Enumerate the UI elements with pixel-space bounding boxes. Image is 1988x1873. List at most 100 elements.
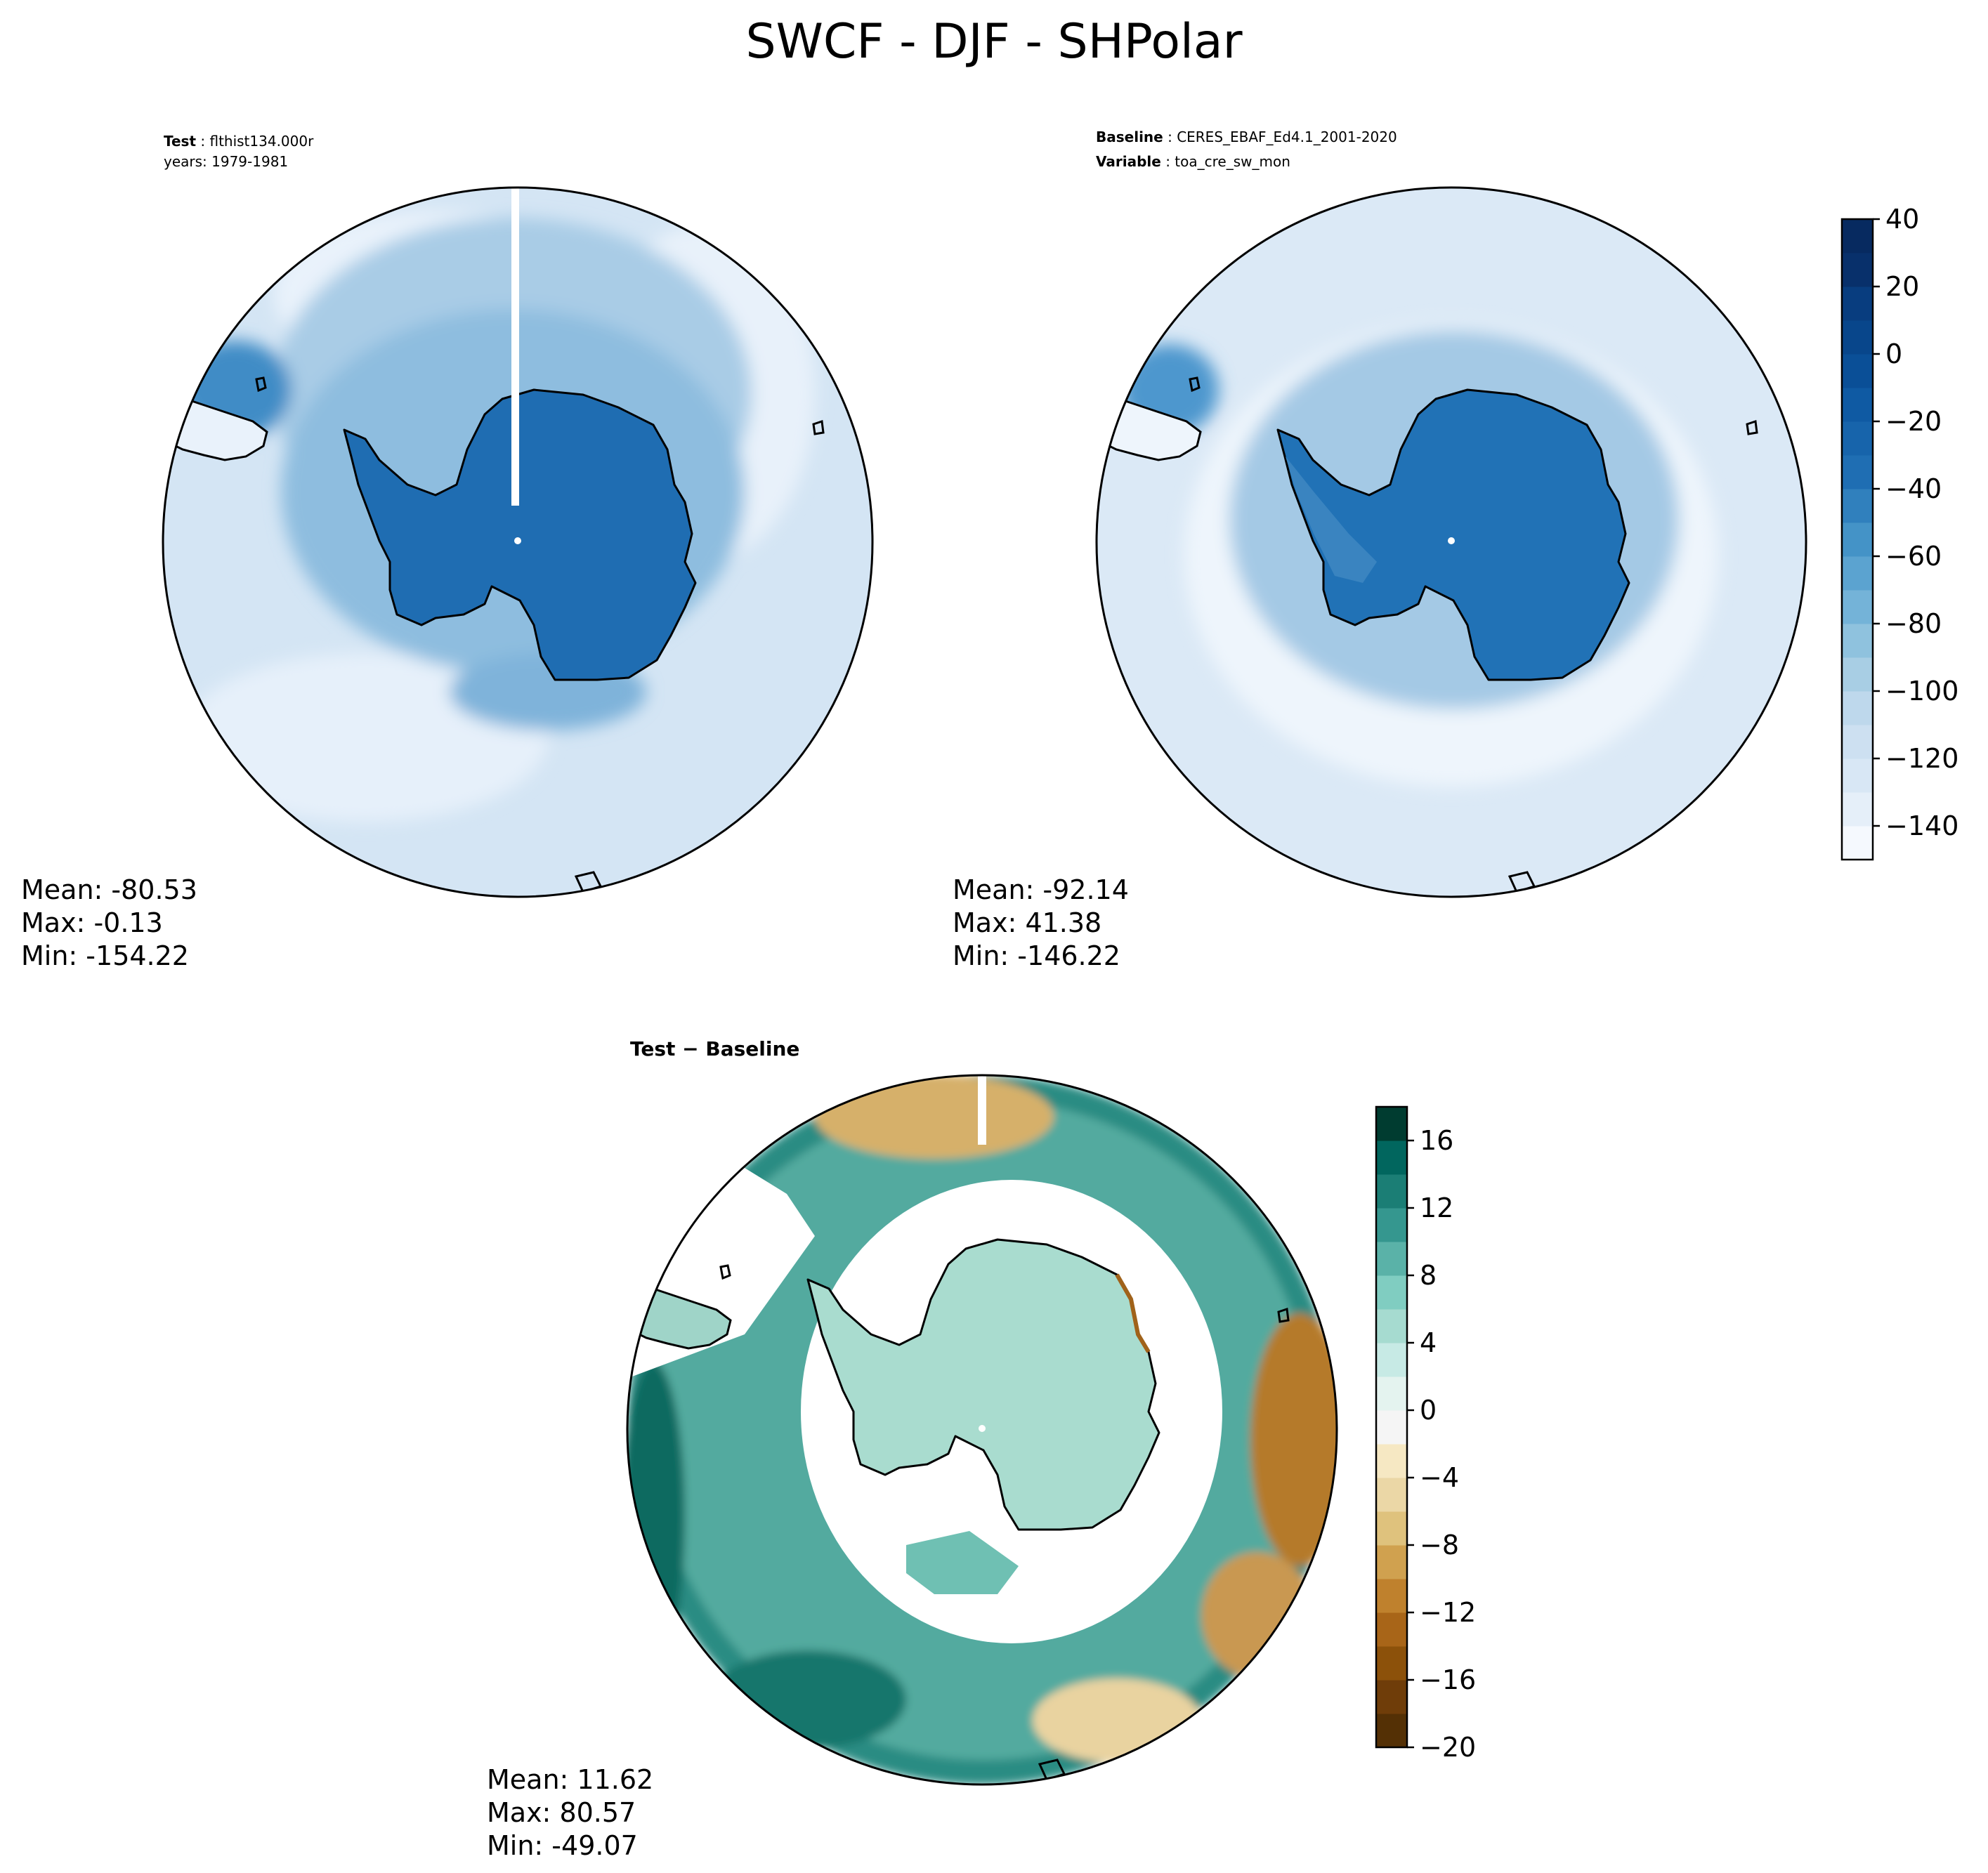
baseline-label-key: Baseline: [1096, 129, 1163, 145]
colorbar-test-baseline-swatch: [1842, 320, 1873, 355]
colorbar-difference: 16 12 8 4 0 −4 −8 −12 −16 −20: [1375, 1105, 1476, 1763]
colorbar-difference-frame: [1375, 1105, 1408, 1749]
colorbar-test-baseline-swatch: [1842, 556, 1873, 591]
baseline-variable-sep: :: [1161, 153, 1175, 170]
colorbar-difference-swatch: [1376, 1410, 1407, 1445]
test-years-label: years: 1979-1981: [164, 153, 288, 170]
colorbar-test-baseline-tick-label: −100: [1885, 676, 1958, 707]
difference-min: Min: -49.07: [487, 1830, 638, 1861]
colorbar-difference-swatch: [1376, 1376, 1407, 1411]
colorbar-test-baseline-swatch: [1842, 421, 1873, 456]
test-mean: Mean: -80.53: [21, 874, 197, 905]
difference-island-1: [719, 1264, 731, 1280]
colorbar-difference-tick-label: −20: [1420, 1732, 1476, 1763]
colorbar-difference-swatch: [1376, 1208, 1407, 1242]
colorbar-test-baseline-tick-label: 0: [1885, 339, 1902, 369]
baseline-variable-key: Variable: [1096, 153, 1161, 170]
colorbar-test-baseline-tick-label: −20: [1885, 406, 1942, 437]
baseline-variable-value: toa_cre_sw_mon: [1175, 153, 1290, 170]
colorbar-test-baseline-tick-label: −120: [1885, 743, 1958, 774]
colorbar-test-baseline-swatch: [1842, 826, 1873, 860]
colorbar-difference-swatch: [1376, 1478, 1407, 1512]
colorbar-test-baseline-swatch: [1842, 624, 1873, 658]
colorbar-test-baseline-swatch: [1842, 691, 1873, 725]
baseline-peninsula-shade: [1286, 456, 1377, 583]
colorbar-test-baseline-tick-label: −140: [1885, 810, 1958, 841]
colorbar-difference-swatch: [1376, 1579, 1407, 1613]
colorbar-test-baseline-swatch: [1842, 657, 1873, 692]
baseline-label-line2: Variable : toa_cre_sw_mon: [1096, 153, 1290, 170]
difference-antarctica: [806, 1238, 1160, 1531]
colorbar-test-baseline-tick-label: 40: [1885, 204, 1919, 235]
colorbar-test-baseline-tick-label: −60: [1885, 541, 1942, 572]
baseline-mean: Mean: -92.14: [953, 874, 1129, 905]
test-max: Max: -0.13: [21, 907, 163, 938]
baseline-antarctica-fill: [1276, 388, 1630, 681]
difference-mean: Mean: 11.62: [487, 1764, 653, 1795]
colorbar-difference-swatch: [1376, 1141, 1407, 1175]
baseline-pole-dot: [1448, 537, 1455, 544]
difference-coast-brown: [1115, 1273, 1151, 1353]
colorbar-test-baseline-swatch: [1842, 523, 1873, 557]
colorbar-difference-tick-label: −8: [1420, 1530, 1459, 1560]
difference-pole-dot: [979, 1425, 986, 1432]
colorbar-difference-swatch: [1376, 1107, 1407, 1141]
colorbar-test-baseline-swatch: [1842, 590, 1873, 624]
colorbar-difference-tick-label: −12: [1420, 1597, 1476, 1628]
test-map-boundary: [162, 186, 874, 898]
baseline-map-boundary: [1095, 186, 1807, 898]
colorbar-difference-swatch: [1376, 1511, 1407, 1546]
colorbar-difference-swatch: [1376, 1174, 1407, 1209]
colorbar-difference-swatch: [1376, 1343, 1407, 1377]
difference-seam: [978, 1075, 986, 1145]
colorbar-difference-swatch: [1376, 1714, 1407, 1748]
colorbar-difference-swatch: [1376, 1612, 1407, 1647]
colorbar-test-baseline-swatch: [1842, 455, 1873, 489]
colorbar-test-baseline-swatch: [1842, 489, 1873, 523]
figure-title: SWCF - DJF - SHPolar: [745, 14, 1242, 70]
colorbar-difference-tick-label: 16: [1420, 1125, 1453, 1156]
difference-panel: Test − Baseline: [487, 1037, 1476, 1861]
colorbar-test-baseline-frame: [1840, 218, 1874, 861]
baseline-island-1: [1189, 376, 1201, 393]
test-antarctica-fill: [343, 388, 697, 681]
colorbar-test-baseline-swatch: [1842, 219, 1873, 254]
colorbar-test-baseline-tick-label: −80: [1885, 608, 1942, 639]
baseline-panel: Baseline : CERES_EBAF_Ed4.1_2001-2020 Va…: [953, 129, 1958, 971]
baseline-island-2: [1746, 419, 1758, 435]
colorbar-difference-swatch: [1376, 1646, 1407, 1681]
test-label-key: Test: [164, 133, 196, 150]
colorbar-difference-tick-label: −4: [1420, 1462, 1459, 1493]
colorbar-difference-tick-label: 4: [1420, 1327, 1437, 1358]
difference-ice-shelf: [906, 1531, 1019, 1594]
test-island-2: [812, 419, 825, 435]
colorbar-test-baseline-swatch: [1842, 287, 1873, 321]
colorbar-test-baseline-tick-label: 20: [1885, 271, 1919, 302]
test-pole-dot: [514, 537, 521, 544]
baseline-label-line1: Baseline : CERES_EBAF_Ed4.1_2001-2020: [1096, 129, 1397, 145]
difference-max: Max: 80.57: [487, 1797, 636, 1828]
test-seam: [511, 188, 519, 506]
baseline-min: Min: -146.22: [953, 940, 1120, 971]
colorbar-difference-swatch: [1376, 1275, 1407, 1310]
baseline-max: Max: 41.38: [953, 907, 1101, 938]
colorbar-difference-tick-label: −16: [1420, 1664, 1476, 1695]
colorbar-difference-tick-label: 12: [1420, 1192, 1453, 1223]
colorbar-difference-swatch: [1376, 1242, 1407, 1276]
difference-map-boundary: [626, 1074, 1338, 1786]
difference-map: [627, 1075, 1337, 1785]
baseline-map: [1097, 188, 1806, 897]
test-map: [163, 188, 872, 897]
baseline-label-sep: :: [1163, 129, 1177, 145]
colorbar-test-baseline-swatch: [1842, 792, 1873, 827]
test-label-line1: Test : flthist134.000r: [164, 133, 314, 150]
difference-title: Test − Baseline: [630, 1037, 799, 1060]
colorbar-test-baseline: 40 20 0 −20 −40 −60 −80 −100 −120 −140: [1840, 204, 1958, 861]
colorbar-difference-swatch: [1376, 1309, 1407, 1343]
colorbar-difference-swatch: [1376, 1444, 1407, 1478]
colorbar-test-baseline-tick-label: −40: [1885, 473, 1942, 504]
difference-island-2: [1277, 1307, 1290, 1323]
colorbar-test-baseline-swatch: [1842, 388, 1873, 422]
test-label-sep: :: [196, 133, 209, 150]
